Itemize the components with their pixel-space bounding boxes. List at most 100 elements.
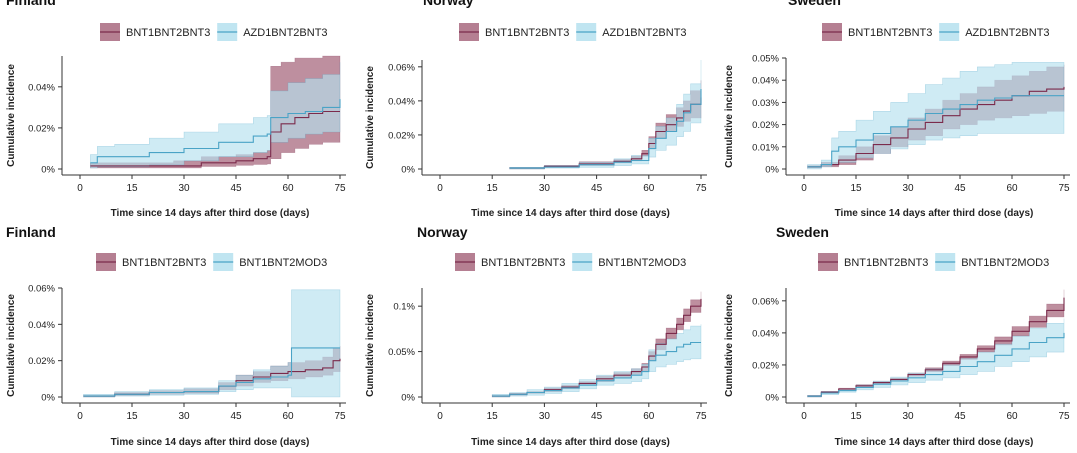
y-tick-label: 0.05%: [752, 54, 779, 65]
panel-title: Norway: [417, 224, 468, 240]
legend: BNT1BNT2BNT3 AZD1BNT2BNT3: [459, 23, 687, 41]
x-tick-label: 30: [539, 411, 551, 422]
legend-label: AZD1BNT2BNT3: [243, 27, 327, 39]
y-axis-label: Cumulative incidence: [6, 294, 17, 397]
x-tick-label: 75: [695, 411, 707, 422]
x-tick-label: 60: [1006, 183, 1018, 194]
plot-svg: BNT1BNT2BNT3 AZD1BNT2BNT3 0 15 30 45 60 75 0% 0.0…: [6, 23, 346, 219]
x-tick-label: 30: [902, 411, 914, 422]
y-tick-label: 0.06%: [28, 284, 55, 295]
plot-svg: BNT1BNT2BNT3 AZD1BNT2BNT3 0 15 30 45 60 75 0% 0.0…: [365, 23, 707, 219]
legend-item: AZD1BNT2BNT3: [939, 23, 1050, 41]
series-line-comparator: [807, 95, 1064, 168]
x-tick-label: 0: [77, 183, 83, 194]
y-tick-label: 0.03%: [752, 98, 779, 109]
x-tick-label: 45: [230, 411, 242, 422]
x-tick-label: 0: [77, 411, 83, 422]
panel-title: Finland: [6, 0, 56, 8]
x-tick-label: 15: [850, 183, 862, 194]
x-tick-label: 15: [126, 183, 138, 194]
y-tick-label: 0.06%: [752, 296, 779, 307]
panel-sweden-azd: Sweden BNT1BNT2BNT3 AZD1BNT2BNT3 0 15 30 45 60…: [718, 0, 1077, 222]
y-tick-label: 0%: [765, 165, 779, 176]
x-tick-label: 15: [487, 411, 499, 422]
panel-title: Sweden: [788, 0, 841, 8]
legend-label: BNT1BNT2MOD3: [961, 257, 1049, 269]
x-axis-label: Time since 14 days after third dose (day…: [471, 208, 670, 219]
plot-svg: BNT1BNT2BNT3 BNT1BNT2MOD3 0 15 30 45 60 75 0% 0.0…: [6, 253, 346, 448]
x-axis-label: Time since 14 days after third dose (day…: [111, 437, 310, 448]
x-tick-label: 75: [1058, 183, 1070, 194]
series-line-comparator: [83, 347, 340, 397]
legend-label: BNT1BNT2MOD3: [239, 257, 327, 269]
y-axis-label: Cumulative incidence: [724, 65, 735, 168]
y-axis-label: Cumulative incidence: [365, 294, 376, 397]
y-tick-label: 0.04%: [28, 320, 55, 331]
legend-label: BNT1BNT2BNT3: [122, 257, 206, 269]
legend-item: BNT1BNT2MOD3: [572, 253, 686, 271]
ci-band-comparator: [807, 318, 1065, 398]
legend-label: BNT1BNT2BNT3: [848, 27, 932, 39]
x-tick-label: 45: [591, 183, 603, 194]
legend-item: BNT1BNT2BNT3: [96, 253, 206, 271]
panel-title: Finland: [6, 224, 56, 240]
y-tick-label: 0.04%: [752, 328, 779, 339]
x-tick-label: 60: [282, 183, 294, 194]
legend-label: BNT1BNT2MOD3: [598, 257, 686, 269]
y-tick-label: 0.01%: [752, 142, 779, 153]
y-tick-label: 0%: [401, 393, 415, 404]
series-line-comparator: [90, 99, 341, 164]
x-axis-label: Time since 14 days after third dose (day…: [471, 437, 670, 448]
x-axis-label: Time since 14 days after third dose (day…: [835, 208, 1034, 219]
y-tick-label: 0%: [401, 165, 415, 176]
y-tick-label: 0.05%: [388, 347, 415, 358]
y-tick-label: 0.02%: [388, 130, 415, 141]
x-tick-label: 75: [695, 183, 707, 194]
y-axis-label: Cumulative incidence: [6, 64, 17, 167]
x-tick-label: 30: [902, 183, 914, 194]
y-tick-label: 0.02%: [28, 123, 55, 134]
legend-label: BNT1BNT2BNT3: [485, 27, 569, 39]
x-tick-label: 30: [539, 183, 551, 194]
y-tick-label: 0.04%: [752, 76, 779, 87]
plot-svg: BNT1BNT2BNT3 BNT1BNT2MOD3 0 15 30 45 60 75 0% 0.0…: [365, 253, 707, 448]
x-tick-label: 15: [126, 411, 138, 422]
x-tick-label: 60: [643, 183, 655, 194]
x-tick-label: 15: [850, 411, 862, 422]
panel-title: Sweden: [776, 224, 829, 240]
x-tick-label: 45: [230, 183, 242, 194]
legend-label: BNT1BNT2BNT3: [126, 27, 210, 39]
legend-item: BNT1BNT2BNT3: [822, 23, 932, 41]
panel-title: Norway: [423, 0, 474, 8]
x-tick-label: 0: [437, 411, 443, 422]
x-tick-label: 0: [801, 411, 807, 422]
legend: BNT1BNT2BNT3 BNT1BNT2MOD3: [818, 253, 1049, 271]
y-tick-label: 0%: [765, 393, 779, 404]
legend: BNT1BNT2BNT3 AZD1BNT2BNT3: [100, 23, 328, 41]
ci-band-comparator: [90, 62, 341, 169]
legend-label: BNT1BNT2BNT3: [844, 257, 928, 269]
y-axis-label: Cumulative incidence: [724, 294, 735, 397]
ci-band-comparator: [83, 289, 341, 398]
x-tick-label: 45: [954, 183, 966, 194]
x-tick-label: 30: [178, 183, 190, 194]
y-tick-label: 0%: [41, 393, 55, 404]
panel-sweden-mod: Sweden BNT1BNT2BNT3 BNT1BNT2MOD3 0 15 30 45 60…: [718, 222, 1077, 453]
legend-item: BNT1BNT2BNT3: [100, 23, 210, 41]
legend-item: AZD1BNT2BNT3: [217, 23, 328, 41]
series-line-bnt: [509, 97, 702, 169]
legend-item: BNT1BNT2BNT3: [818, 253, 928, 271]
x-tick-label: 30: [178, 411, 190, 422]
ci-band-comparator: [509, 60, 702, 170]
x-tick-label: 15: [487, 183, 499, 194]
x-tick-label: 75: [334, 411, 346, 422]
legend-label: AZD1BNT2BNT3: [602, 27, 686, 39]
y-tick-label: 0.04%: [388, 96, 415, 107]
panel-norway-mod: Norway BNT1BNT2BNT3 BNT1BNT2MOD3 0 15 30 45 60…: [359, 222, 718, 453]
x-tick-label: 0: [437, 183, 443, 194]
y-tick-label: 0.06%: [388, 62, 415, 73]
x-tick-label: 60: [282, 411, 294, 422]
x-tick-label: 60: [1006, 411, 1018, 422]
legend: BNT1BNT2BNT3 BNT1BNT2MOD3: [96, 253, 327, 271]
y-tick-label: 0.02%: [752, 360, 779, 371]
